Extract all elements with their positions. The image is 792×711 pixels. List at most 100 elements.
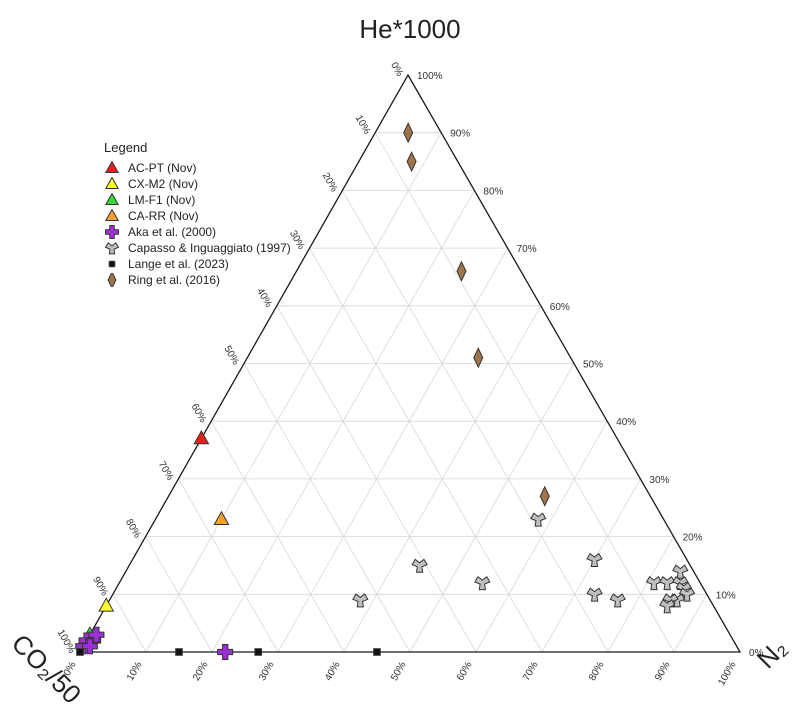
tick-label-bottom: 80% <box>587 660 607 683</box>
data-point <box>586 552 603 568</box>
legend-label: CA-RR (Nov) <box>128 209 199 223</box>
data-point <box>352 593 369 608</box>
apex-label-right: N₂ <box>751 633 792 675</box>
grid-line <box>607 536 674 653</box>
grid-line <box>475 421 608 653</box>
legend-marker-shape <box>104 177 120 190</box>
data-point <box>672 564 689 579</box>
data-point <box>473 347 484 369</box>
legend-label: LM-F1 (Nov) <box>128 193 196 207</box>
legend-marker <box>104 209 120 222</box>
tick-label-bottom: 50% <box>389 660 409 683</box>
tick-label-left: 90% <box>90 575 110 598</box>
legend-items: AC-PT (Nov) CX-M2 (Nov) LM-F1 (Nov) CA-RR (… <box>104 161 294 287</box>
data-point <box>586 587 603 602</box>
data-point <box>403 122 414 144</box>
data-point <box>76 648 84 656</box>
data-point <box>609 593 626 608</box>
legend-item: LM-F1 (Nov) <box>104 193 294 207</box>
tick-label-right: 40% <box>616 417 636 428</box>
ternary-frame <box>78 73 742 653</box>
tick-label-left: 80% <box>123 517 143 540</box>
data-point <box>217 644 234 660</box>
data-point <box>193 429 210 445</box>
tick-label-right: 70% <box>517 244 537 255</box>
legend-marker-shape <box>105 225 119 239</box>
data-point <box>81 638 98 655</box>
legend-item: CA-RR (Nov) <box>104 209 294 223</box>
tick-label-left: 20% <box>320 171 340 194</box>
grid-line <box>277 247 508 653</box>
tick-label-left: 50% <box>221 344 241 367</box>
legend-label: Capasso & Inguaggiato (1997) <box>128 241 291 255</box>
tick-label-right: 60% <box>550 302 570 313</box>
grid-line <box>210 421 345 653</box>
legend-title: Legend <box>104 140 148 155</box>
tick-label-left: 40% <box>254 286 274 309</box>
grid-line <box>374 132 675 653</box>
grid-line <box>673 594 708 653</box>
grid-line <box>145 132 442 653</box>
tick-label-left: 60% <box>189 402 209 425</box>
tick-label-bottom: 100% <box>716 660 738 688</box>
tick-label-right: 20% <box>683 533 703 544</box>
grid-line <box>409 363 575 653</box>
legend-marker <box>108 260 116 268</box>
grid-line <box>243 363 411 653</box>
legend-label: Aka et al. (2000) <box>128 225 217 239</box>
tick-label-right: 10% <box>716 590 736 601</box>
data-point <box>98 597 115 612</box>
grid-line <box>112 594 147 653</box>
apex-label-top: He*1000 <box>359 14 460 44</box>
tick-label-bottom: 70% <box>521 660 541 683</box>
legend-marker <box>104 161 120 174</box>
legend-marker-shape <box>108 260 116 268</box>
tick-label-left: 100% <box>55 628 77 656</box>
data-point <box>411 558 428 573</box>
legend-item: CX-M2 (Nov) <box>104 177 294 191</box>
data-point <box>373 648 381 656</box>
legend-item: Aka et al. (2000) <box>104 225 294 239</box>
grid-line <box>145 536 213 653</box>
legend-marker <box>104 193 120 206</box>
legend-label: AC-PT (Nov) <box>128 161 197 175</box>
data-point <box>539 485 550 507</box>
tick-label-left: 10% <box>353 113 373 136</box>
tick-label-right: 30% <box>649 475 669 486</box>
legend-item: AC-PT (Nov) <box>104 161 294 175</box>
legend-label: Ring et al. (2016) <box>128 273 221 287</box>
legend-label: CX-M2 (Nov) <box>128 177 199 191</box>
grid-line <box>309 247 543 653</box>
legend-marker <box>104 241 120 255</box>
legend-marker-shape <box>104 241 120 255</box>
legend: Legend AC-PT (Nov) CX-M2 (Nov) LM-F1 (Nov)… <box>104 140 294 289</box>
tick-label-right: 0% <box>749 648 764 659</box>
legend-label: Lange et al. (2023) <box>128 257 229 271</box>
tick-label-bottom: 40% <box>323 660 343 683</box>
tick-label-left: 0% <box>388 60 405 78</box>
tick-label-right: 50% <box>583 360 603 371</box>
legend-marker <box>104 177 120 190</box>
data-point <box>456 260 467 282</box>
tick-label-left: 70% <box>156 460 176 483</box>
tick-label-bottom: 60% <box>455 660 475 683</box>
data-point <box>530 512 547 527</box>
data-point <box>175 648 183 656</box>
tick-label-bottom: 20% <box>191 660 211 683</box>
grid-line <box>178 478 279 653</box>
legend-marker-shape <box>104 209 120 222</box>
data-point <box>88 626 105 643</box>
legend-marker-shape <box>104 193 120 206</box>
legend-marker-shape <box>107 273 117 287</box>
legend-marker <box>107 273 117 287</box>
tick-label-bottom: 10% <box>125 660 145 683</box>
ternary-grid <box>112 132 708 653</box>
tick-label-bottom: 30% <box>257 660 277 683</box>
data-point <box>254 648 262 656</box>
tick-label-bottom: 90% <box>653 660 673 683</box>
data-point <box>645 575 663 591</box>
data-point <box>406 151 417 173</box>
legend-marker-shape <box>104 161 120 174</box>
legend-item: Lange et al. (2023) <box>104 257 294 271</box>
